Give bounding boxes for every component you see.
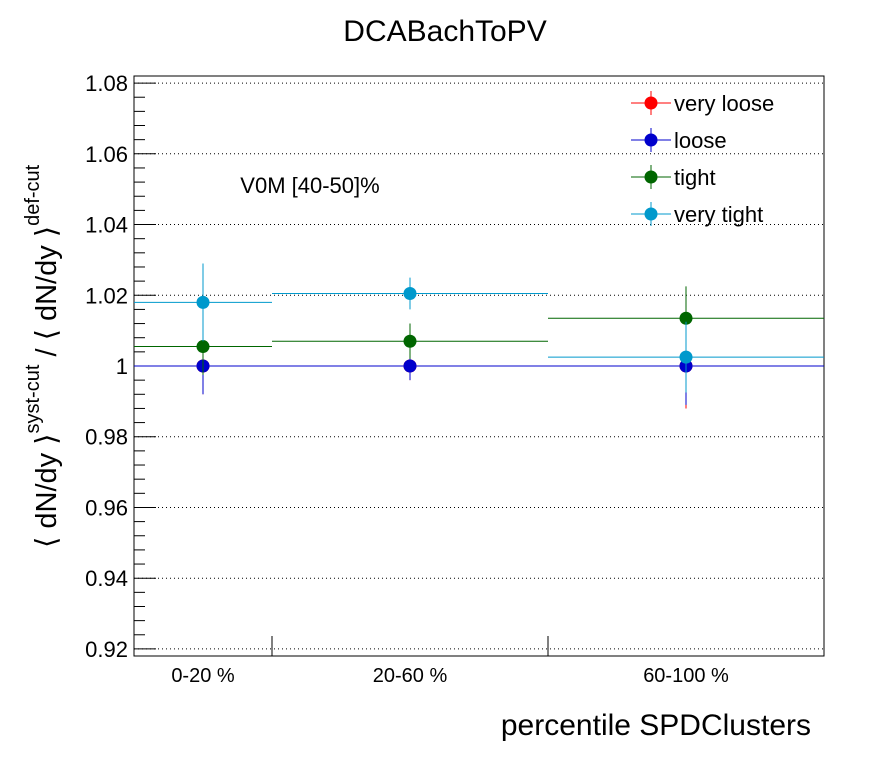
series-tight [134, 286, 824, 375]
legend-marker [644, 207, 658, 221]
data-point [403, 359, 417, 373]
legend-entry: tight [631, 165, 716, 190]
x-tick-label: 60-100 % [643, 665, 729, 687]
annotation-label: V0M [40-50]% [240, 173, 379, 198]
x-tick-label: 20-60 % [373, 665, 448, 687]
data-point [196, 340, 210, 354]
y-tick-label: 1.02 [85, 283, 128, 308]
y-axis-label-part1: ⟨ dN/dy ⟩ [31, 434, 63, 549]
y-tick-label: 1.06 [85, 142, 128, 167]
y-tick-label: 0.94 [85, 566, 128, 591]
y-tick-label: 0.96 [85, 495, 128, 520]
y-axis-label-part2: / ⟨ dN/dy ⟩ [31, 226, 63, 365]
y-tick-label: 1.04 [85, 213, 128, 238]
y-axis-label: ⟨ dN/dy ⟩syst-cut / ⟨ dN/dy ⟩def-cut [22, 164, 63, 548]
legend-label: very loose [674, 91, 774, 116]
y-tick-label: 1.08 [85, 71, 128, 96]
x-axis-label: percentile SPDClusters [501, 709, 811, 742]
x-axis: 0-20 % 20-60 % 60-100 % [171, 636, 729, 687]
y-tick-label: 0.92 [85, 637, 128, 662]
chart-title: DCABachToPV [343, 15, 546, 48]
x-tick-label: 0-20 % [171, 665, 235, 687]
y-tick-label: 0.98 [85, 425, 128, 450]
series-very-tight [134, 263, 824, 393]
legend-marker [644, 133, 658, 147]
legend-marker [644, 96, 658, 110]
legend-entry: very loose [631, 91, 774, 116]
legend-entry: loose [631, 128, 727, 153]
y-axis-label-sup2: def-cut [22, 164, 44, 226]
series-group [134, 263, 824, 409]
legend: very loose loose tight very tight [631, 91, 774, 227]
y-axis-label-sup1: syst-cut [22, 364, 44, 433]
y-axis: 0.92 0.94 0.96 0.98 1 1.02 1.04 1.06 1.08 [85, 71, 156, 662]
legend-marker [644, 170, 658, 184]
legend-label: loose [674, 128, 727, 153]
legend-label: tight [674, 165, 716, 190]
data-point [679, 350, 693, 364]
legend-entry: very tight [631, 202, 763, 227]
data-point [403, 334, 417, 348]
y-tick-label: 1 [116, 354, 128, 379]
data-point [679, 311, 693, 325]
series-loose [134, 327, 824, 405]
legend-label: very tight [674, 202, 763, 227]
data-point [403, 287, 417, 300]
data-point [196, 295, 210, 309]
